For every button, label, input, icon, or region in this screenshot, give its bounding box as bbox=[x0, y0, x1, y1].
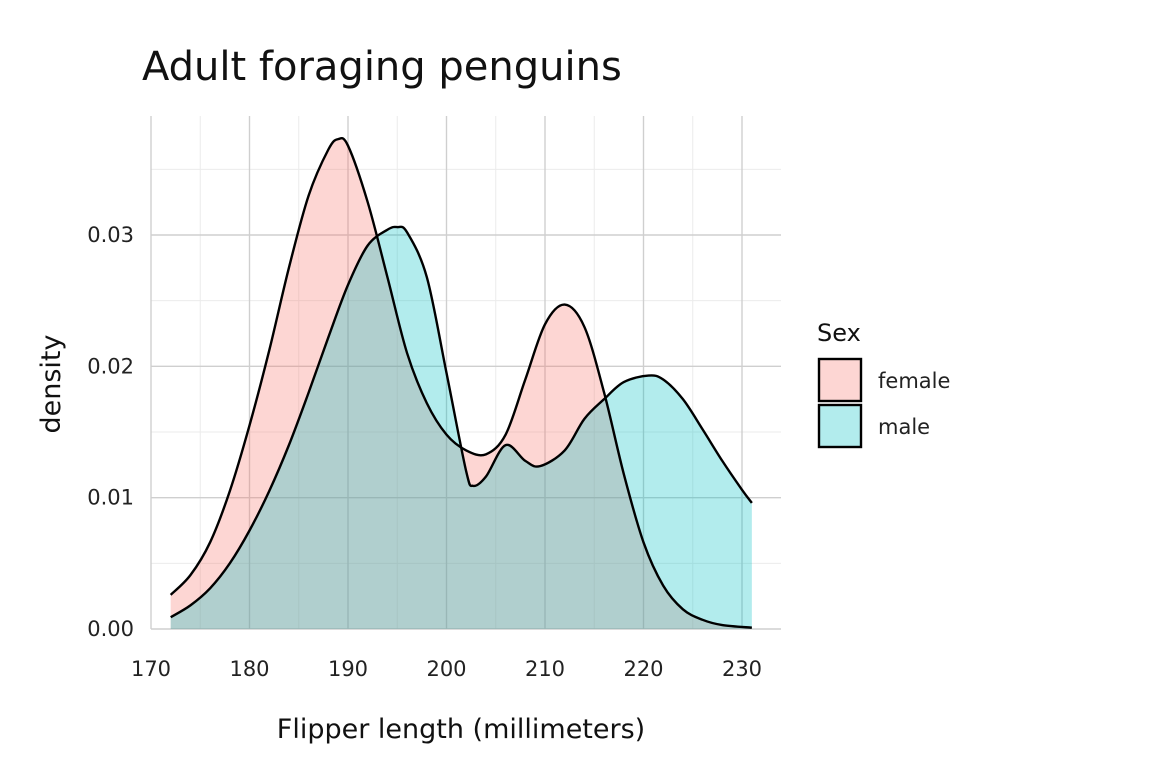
legend-key-bg-female bbox=[819, 359, 861, 401]
x-tick-label: 180 bbox=[229, 657, 269, 681]
density-area-male bbox=[170, 226, 752, 629]
x-tick-label: 210 bbox=[525, 657, 565, 681]
legend-title: Sex bbox=[817, 319, 861, 347]
y-tick-label: 0.02 bbox=[87, 354, 134, 378]
x-tick-label: 200 bbox=[426, 657, 466, 681]
y-tick-label: 0.00 bbox=[87, 617, 134, 641]
legend-key-bg-male bbox=[819, 405, 861, 447]
legend: Sex female male bbox=[817, 319, 950, 449]
y-tick-label: 0.01 bbox=[87, 486, 134, 510]
legend-key-female bbox=[817, 357, 863, 403]
x-tick-label: 220 bbox=[623, 657, 663, 681]
density-line-female bbox=[169, 136, 752, 629]
legend-key-male bbox=[817, 403, 863, 449]
x-axis-ticks: 170 180 190 200 210 220 230 bbox=[131, 657, 762, 681]
density-areas bbox=[169, 136, 753, 629]
x-axis-title: Flipper length (millimeters) bbox=[277, 714, 645, 745]
density-area-female bbox=[170, 138, 752, 629]
x-tick-label: 190 bbox=[328, 657, 368, 681]
y-axis-title: density bbox=[36, 334, 67, 433]
legend-label-male: male bbox=[878, 415, 930, 439]
x-tick-label: 230 bbox=[722, 657, 762, 681]
chart-title: Adult foraging penguins bbox=[142, 44, 622, 90]
y-axis-ticks: 0.00 0.01 0.02 0.03 bbox=[87, 223, 134, 641]
legend-label-female: female bbox=[878, 369, 950, 393]
x-tick-label: 170 bbox=[131, 657, 171, 681]
density-line-male bbox=[170, 225, 753, 619]
y-tick-label: 0.03 bbox=[87, 223, 134, 247]
